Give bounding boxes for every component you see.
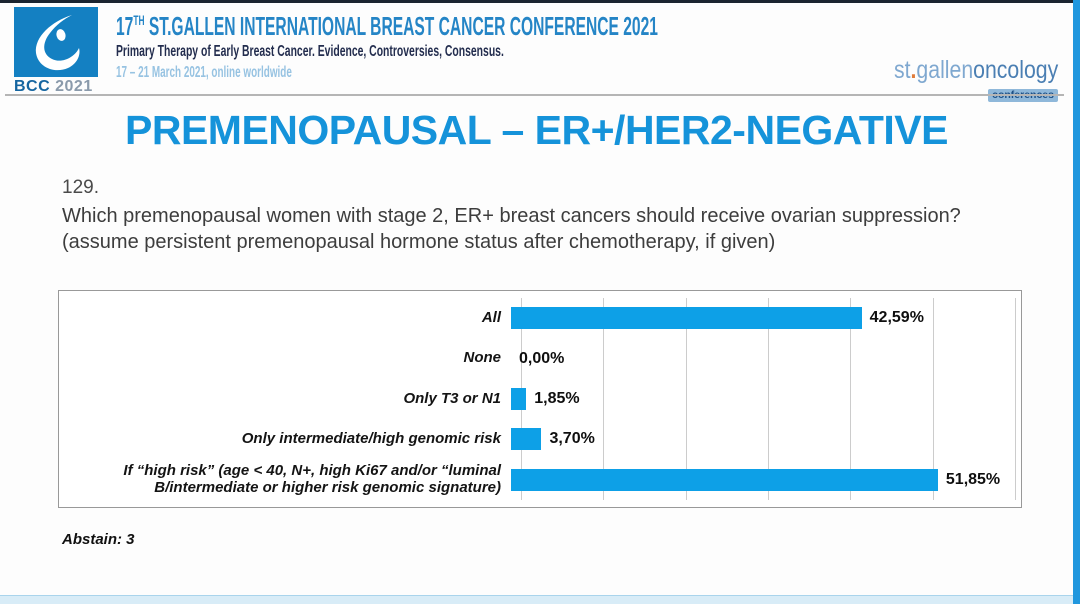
chart-rows: All 42,59% None 0,00% Only T3 or N1 1,85% Only… xyxy=(59,291,1021,507)
bcc-logo-caption: BCC 2021 xyxy=(14,78,98,96)
bar-area: 51,85% xyxy=(511,468,1005,491)
gridline xyxy=(932,298,934,500)
bottom-edge-strip xyxy=(0,595,1080,604)
value-label: 51,85% xyxy=(945,470,1001,488)
conference-title-rest: ST.GALLEN INTERNATIONAL BREAST CANCER CO… xyxy=(144,11,658,41)
bcc-logo-icon xyxy=(14,7,98,77)
orange-dot: . xyxy=(910,56,917,84)
category-label: All xyxy=(481,308,501,326)
poll-results-chart: All 42,59% None 0,00% Only T3 or N1 1,85% Only… xyxy=(58,290,1022,508)
swan-droplet-icon xyxy=(14,7,98,77)
gridline xyxy=(768,298,769,500)
value-label: 3,70% xyxy=(549,430,595,448)
gridline xyxy=(850,298,852,500)
top-edge-strip xyxy=(0,0,1080,3)
gridline xyxy=(1015,298,1016,500)
conference-subtitle: Primary Therapy of Early Breast Cancer. … xyxy=(116,43,504,60)
value-label: 42,59% xyxy=(869,309,924,327)
bar-area: 3,70% xyxy=(511,428,1005,451)
bar-area: 1,85% xyxy=(511,388,1005,411)
header-divider xyxy=(5,94,1064,96)
slide-title: PREMENOPAUSAL – ER+/HER2-NEGATIVE xyxy=(124,107,949,153)
header-text: 17TH ST.GALLEN INTERNATIONAL BREAST CANC… xyxy=(116,11,1019,84)
category-label: If “high risk” (age < 40, N+, high Ki67 … xyxy=(123,462,501,496)
bar xyxy=(511,428,542,451)
chart-row: Only T3 or N1 1,85% xyxy=(59,379,1021,419)
bcc-logo: BCC 2021 xyxy=(14,7,98,96)
stgallen-oncology-wordmark: st.gallenoncology xyxy=(893,56,1058,84)
chart-row: None 0,00% xyxy=(59,338,1021,378)
value-label: 1,85% xyxy=(534,390,580,408)
conference-title: 17TH ST.GALLEN INTERNATIONAL BREAST CANC… xyxy=(116,11,1019,43)
gridline xyxy=(685,298,687,500)
category-label: Only intermediate/high genomic risk xyxy=(241,430,501,448)
conference-dates: 17 – 21 March 2021, online worldwide xyxy=(116,64,292,81)
category-label: Only T3 or N1 xyxy=(403,389,501,407)
chart-row: Only intermediate/high genomic risk 3,70% xyxy=(59,419,1021,459)
bar-area: 42,59% xyxy=(511,307,1005,330)
abstain-note: Abstain: 3 xyxy=(62,531,135,548)
gridline xyxy=(603,298,605,500)
question-number: 129. xyxy=(62,177,99,198)
category-label: None xyxy=(463,349,502,367)
bar xyxy=(511,388,527,411)
bcc-text: BCC xyxy=(14,78,51,95)
bar xyxy=(511,307,862,330)
value-label: 0,00% xyxy=(519,349,565,367)
bar xyxy=(511,468,938,491)
bar-area: 0,00% xyxy=(511,348,1005,370)
chart-row: All 42,59% xyxy=(59,298,1021,338)
bcc-year: 2021 xyxy=(55,78,93,95)
question-text: Which premenopausal women with stage 2, … xyxy=(62,205,961,254)
right-edge-bar xyxy=(1073,0,1080,604)
conference-title-number: 17 xyxy=(116,11,134,41)
conference-title-sup: TH xyxy=(133,12,145,28)
chart-row: If “high risk” (age < 40, N+, high Ki67 … xyxy=(59,460,1021,500)
